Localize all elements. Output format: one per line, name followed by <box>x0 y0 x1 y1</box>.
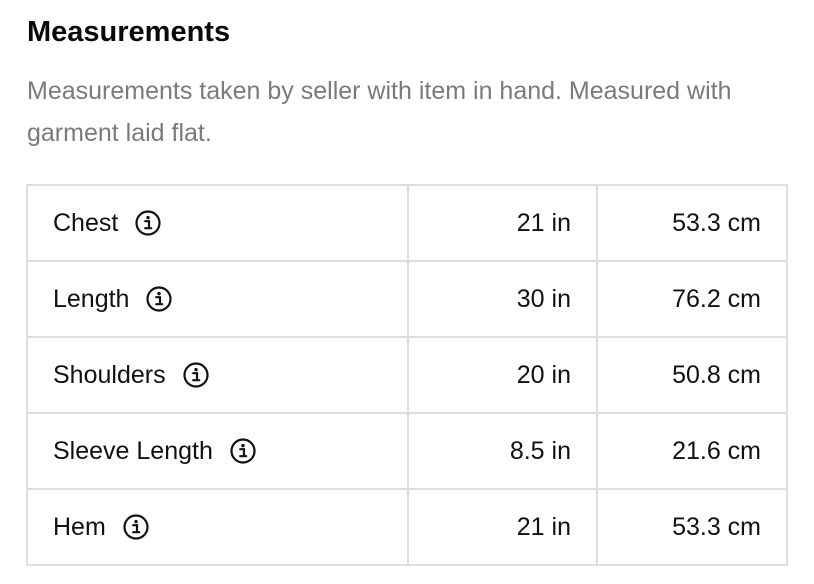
measurement-label-cell: Shoulders <box>26 336 409 414</box>
table-row: Hem 21 in 53.3 cm <box>26 488 788 566</box>
measurement-label: Shoulders <box>53 360 166 389</box>
measurement-inches: 21 in <box>407 184 598 262</box>
info-icon[interactable] <box>134 209 162 237</box>
measurements-table: Chest 21 in 53.3 cm Length <box>26 184 788 566</box>
section-title: Measurements <box>27 16 231 48</box>
info-icon[interactable] <box>145 285 173 313</box>
table-row: Length 30 in 76.2 cm <box>26 260 788 338</box>
measurement-centimeters: 21.6 cm <box>596 412 788 490</box>
info-icon[interactable] <box>122 513 150 541</box>
measurement-label-cell: Length <box>26 260 409 338</box>
measurement-inches: 30 in <box>407 260 598 338</box>
measurement-inches: 21 in <box>407 488 598 566</box>
table-row: Sleeve Length 8.5 in 21.6 cm <box>26 412 788 490</box>
measurement-label-cell: Chest <box>26 184 409 262</box>
measurement-inches: 8.5 in <box>407 412 598 490</box>
info-icon[interactable] <box>229 437 257 465</box>
measurement-label-cell: Hem <box>26 488 409 566</box>
measurement-label: Length <box>53 284 130 313</box>
measurement-label-cell: Sleeve Length <box>26 412 409 490</box>
measurement-centimeters: 50.8 cm <box>596 336 788 414</box>
table-row: Shoulders 20 in 50.8 cm <box>26 336 788 414</box>
measurement-centimeters: 76.2 cm <box>596 260 788 338</box>
measurement-centimeters: 53.3 cm <box>596 184 788 262</box>
section-description: Measurements taken by seller with item i… <box>27 77 732 147</box>
measurement-label: Sleeve Length <box>53 436 213 465</box>
measurement-label: Chest <box>53 208 119 237</box>
measurement-label: Hem <box>53 512 106 541</box>
info-icon[interactable] <box>182 361 210 389</box>
measurement-inches: 20 in <box>407 336 598 414</box>
measurement-centimeters: 53.3 cm <box>596 488 788 566</box>
table-row: Chest 21 in 53.3 cm <box>26 184 788 262</box>
